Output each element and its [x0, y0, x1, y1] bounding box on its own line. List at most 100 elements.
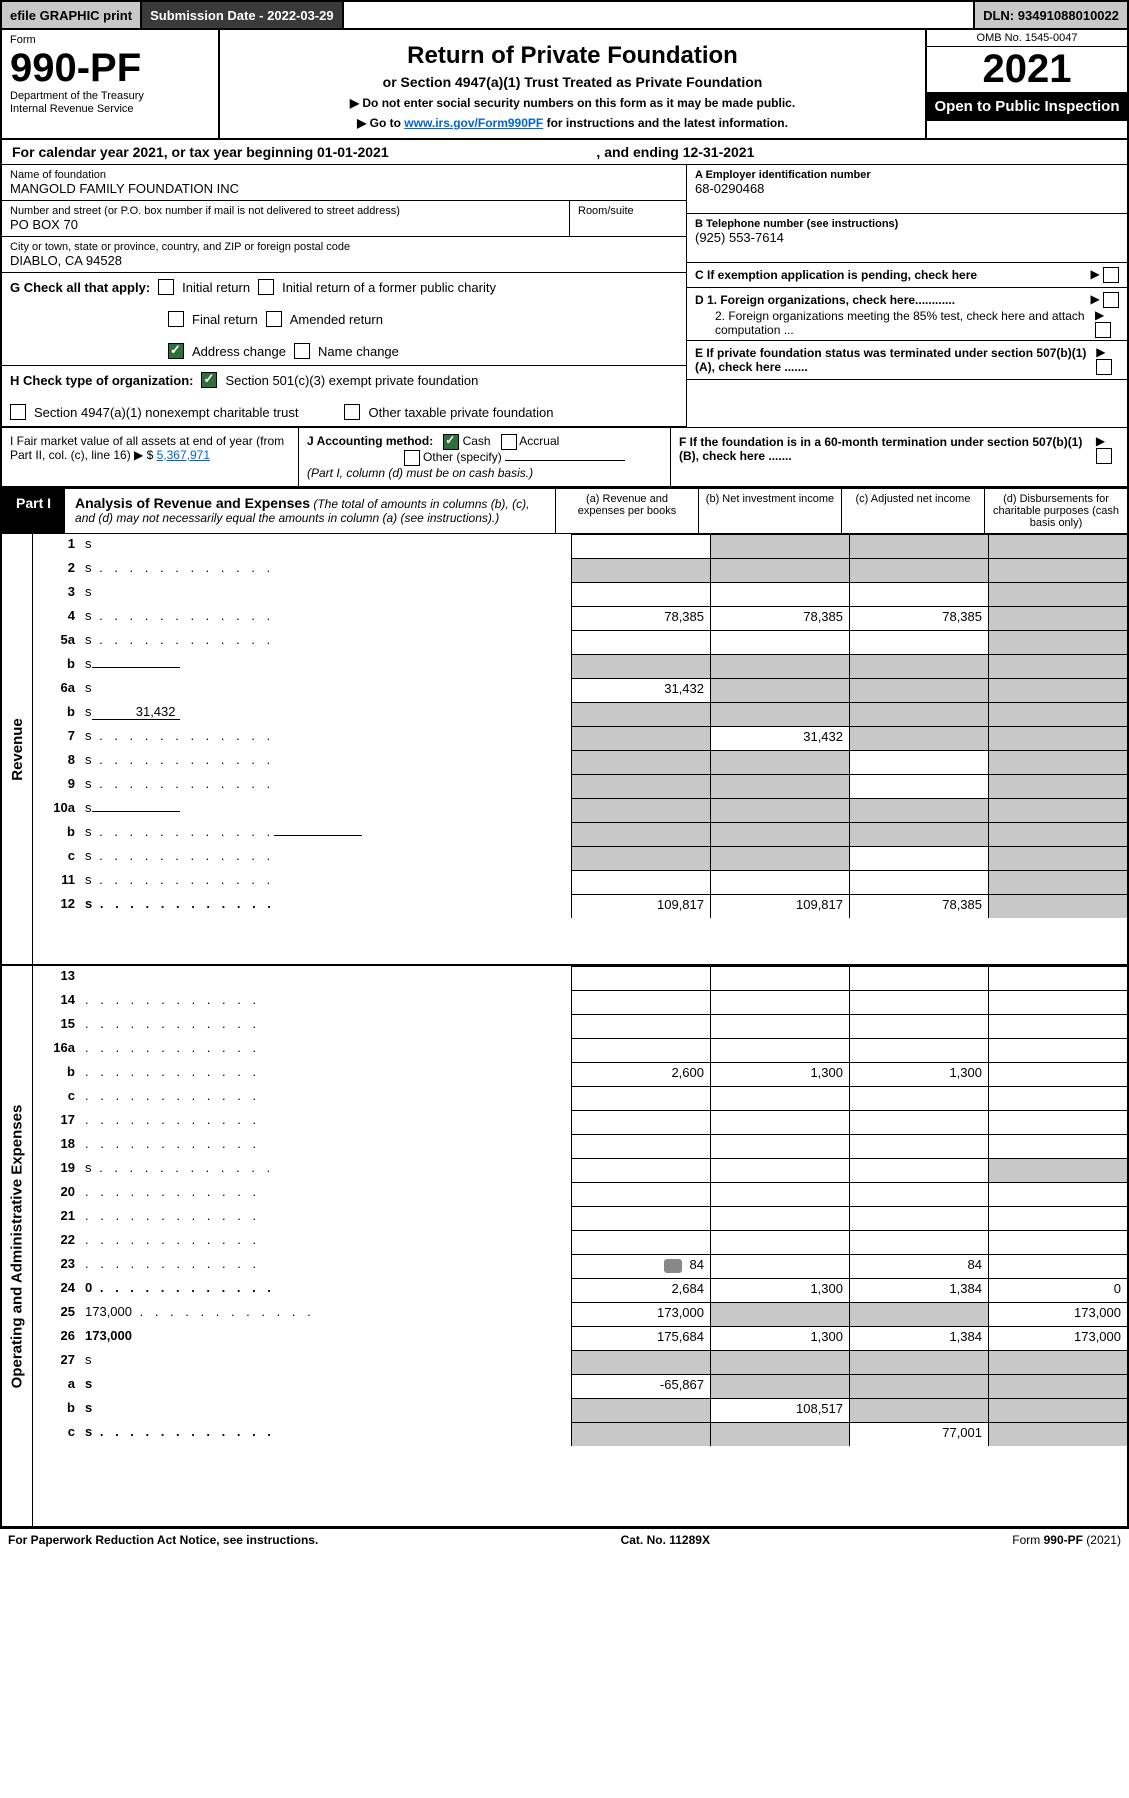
row-number: 19 — [33, 1158, 81, 1182]
dept-treasury: Department of the Treasury — [10, 90, 210, 103]
form990pf-link[interactable]: www.irs.gov/Form990PF — [404, 116, 543, 130]
table-row: 26173,000175,6841,3001,384173,000 — [33, 1326, 1127, 1350]
col-c-value — [850, 1014, 989, 1038]
d2-label: 2. Foreign organizations meeting the 85%… — [715, 309, 1095, 337]
i-value-link[interactable]: 5,367,971 — [157, 448, 210, 462]
row-number: 4 — [33, 606, 81, 630]
d2-checkbox[interactable] — [1095, 322, 1111, 338]
cash-checkbox[interactable] — [443, 434, 459, 450]
efile-label[interactable]: efile GRAPHIC print — [2, 2, 142, 28]
s4947-checkbox[interactable] — [10, 404, 26, 420]
col-d-value — [989, 870, 1127, 894]
col-b-value: 1,300 — [711, 1326, 850, 1350]
col-b-value: 109,817 — [711, 894, 850, 918]
row-number: 8 — [33, 750, 81, 774]
cal-pre: For calendar year 2021, or tax year begi… — [12, 144, 317, 160]
row-description: s — [81, 798, 572, 822]
amended-return-checkbox[interactable] — [266, 311, 282, 327]
col-b-value — [711, 966, 850, 990]
col-d-value — [989, 798, 1127, 822]
address-change-checkbox[interactable] — [168, 343, 184, 359]
col-a-value: 173,000 — [572, 1302, 711, 1326]
table-row: 1s — [33, 534, 1127, 558]
col-d-value — [989, 1230, 1127, 1254]
row-number: c — [33, 1086, 81, 1110]
e-checkbox[interactable] — [1096, 359, 1112, 375]
col-d-value: 0 — [989, 1278, 1127, 1302]
foundation-name-block: Name of foundation MANGOLD FAMILY FOUNDA… — [2, 165, 686, 201]
table-row: 7s . . . . . . . . . . . .31,432 — [33, 726, 1127, 750]
col-a-value — [572, 1014, 711, 1038]
row-description: . . . . . . . . . . . . — [81, 1014, 572, 1038]
col-b-value — [711, 630, 850, 654]
col-a-value — [572, 822, 711, 846]
table-row: 17 . . . . . . . . . . . . — [33, 1110, 1127, 1134]
f-label: F If the foundation is in a 60-month ter… — [679, 435, 1096, 463]
other-taxable-checkbox[interactable] — [344, 404, 360, 420]
room-suite-label: Room/suite — [570, 201, 686, 236]
col-c-value — [850, 1038, 989, 1062]
col-c-value — [850, 870, 989, 894]
col-d-value — [989, 630, 1127, 654]
col-c-value — [850, 558, 989, 582]
col-b-value: 31,432 — [711, 726, 850, 750]
col-a-value: 78,385 — [572, 606, 711, 630]
d1-label: D 1. Foreign organizations, check here..… — [695, 293, 955, 307]
initial-return-checkbox[interactable] — [158, 279, 174, 295]
table-row: 21 . . . . . . . . . . . . — [33, 1206, 1127, 1230]
row-description: . . . . . . . . . . . . — [81, 990, 572, 1014]
row-description: s . . . . . . . . . . . . — [81, 846, 572, 870]
col-b-value — [711, 750, 850, 774]
accrual-checkbox[interactable] — [501, 434, 517, 450]
inline-value: 31,432 — [92, 704, 180, 720]
col-b-header: (b) Net investment income — [698, 489, 841, 533]
g-check-row: G Check all that apply: Initial return I… — [2, 273, 686, 366]
form-label: Form — [10, 34, 210, 46]
row-number: 5a — [33, 630, 81, 654]
table-row: 20 . . . . . . . . . . . . — [33, 1182, 1127, 1206]
col-b-value — [711, 1302, 850, 1326]
col-d-value — [989, 1206, 1127, 1230]
other-taxable-label: Other taxable private foundation — [368, 405, 553, 420]
col-a-value — [572, 846, 711, 870]
omb-number: OMB No. 1545-0047 — [927, 30, 1127, 47]
col-d-value — [989, 990, 1127, 1014]
col-c-value — [850, 822, 989, 846]
submission-date-label: Submission Date - — [150, 8, 263, 23]
col-d-value — [989, 846, 1127, 870]
row-number: 10a — [33, 798, 81, 822]
table-row: 25173,000 . . . . . . . . . . . .173,000… — [33, 1302, 1127, 1326]
s501-checkbox[interactable] — [201, 372, 217, 388]
table-row: b . . . . . . . . . . . .2,6001,3001,300 — [33, 1062, 1127, 1086]
row-description: . . . . . . . . . . . . — [81, 1086, 572, 1110]
table-row: 2s . . . . . . . . . . . . — [33, 558, 1127, 582]
inline-value — [274, 835, 362, 836]
col-a-header: (a) Revenue and expenses per books — [555, 489, 698, 533]
table-row: as-65,867 — [33, 1374, 1127, 1398]
f-checkbox[interactable] — [1096, 448, 1112, 464]
initial-public-checkbox[interactable] — [258, 279, 274, 295]
table-row: 9s . . . . . . . . . . . . — [33, 774, 1127, 798]
row-description: s — [81, 1374, 572, 1398]
d1-checkbox[interactable] — [1103, 292, 1119, 308]
row-description: s — [81, 654, 572, 678]
city-value: DIABLO, CA 94528 — [10, 253, 678, 268]
ein-value: 68-0290468 — [695, 181, 1119, 196]
name-change-checkbox[interactable] — [294, 343, 310, 359]
col-b-value — [711, 1014, 850, 1038]
col-c-value — [850, 846, 989, 870]
col-b-value — [711, 1254, 850, 1278]
final-return-checkbox[interactable] — [168, 311, 184, 327]
table-row: 18 . . . . . . . . . . . . — [33, 1134, 1127, 1158]
row-description: s . . . . . . . . . . . . — [81, 894, 572, 918]
other-method-checkbox[interactable] — [404, 450, 420, 466]
table-row: 240 . . . . . . . . . . . .2,6841,3001,3… — [33, 1278, 1127, 1302]
c-checkbox[interactable] — [1103, 267, 1119, 283]
instruction-1: ▶ Do not enter social security numbers o… — [228, 96, 917, 110]
col-c-value: 1,384 — [850, 1326, 989, 1350]
col-d-value — [989, 1254, 1127, 1278]
col-b-value — [711, 678, 850, 702]
table-row: 3s — [33, 582, 1127, 606]
attachment-icon[interactable] — [664, 1259, 682, 1273]
col-d-value — [989, 750, 1127, 774]
